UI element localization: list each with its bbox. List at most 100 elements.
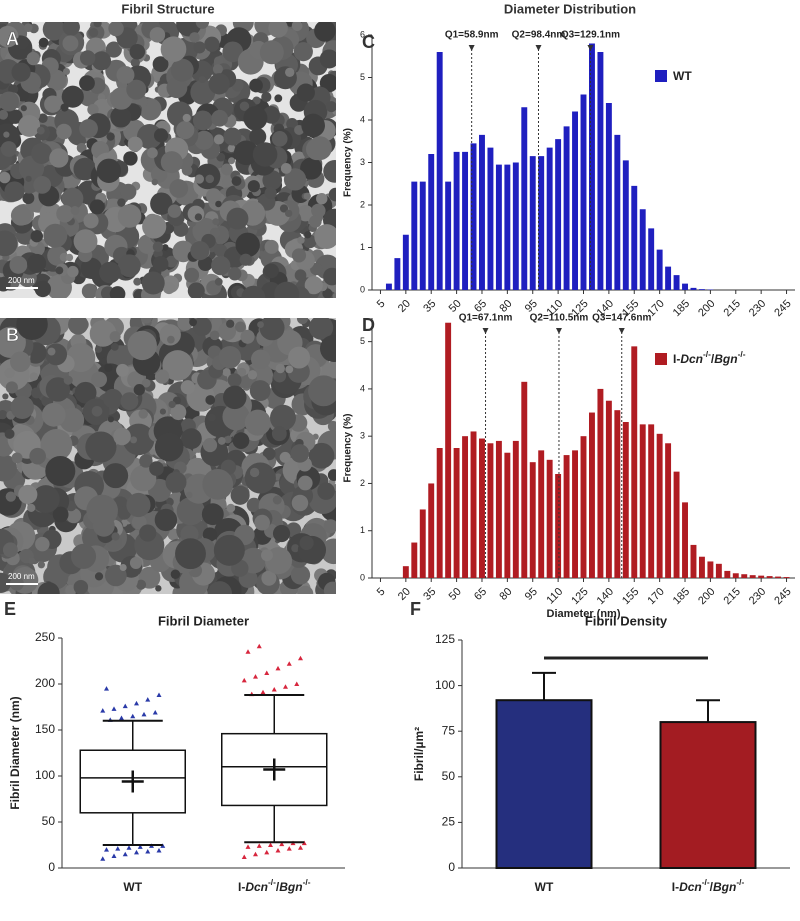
fibril — [261, 91, 272, 103]
x-tick-label: 215 — [721, 298, 742, 319]
outlier — [256, 643, 262, 649]
fibril — [168, 400, 176, 409]
fibril — [274, 94, 283, 103]
bar — [597, 52, 604, 290]
fibril — [127, 371, 144, 388]
fibril — [189, 32, 200, 43]
fibril — [301, 113, 325, 138]
bar — [546, 147, 553, 290]
fibril — [316, 192, 328, 205]
fibril — [81, 283, 98, 298]
legend-label: WT — [673, 69, 692, 83]
chart-title: Fibril Diameter — [158, 613, 249, 628]
outlier — [283, 684, 288, 689]
fibril — [262, 447, 276, 461]
fibril — [269, 404, 296, 431]
outlier — [268, 842, 273, 847]
fibril — [96, 158, 122, 183]
fibril — [52, 506, 69, 523]
fibril — [149, 461, 164, 476]
x-tick-label: 185 — [671, 298, 692, 319]
fibril — [45, 343, 68, 366]
outlier — [294, 681, 300, 686]
fibril — [211, 109, 229, 127]
outlier — [264, 849, 270, 855]
fibril — [27, 503, 36, 512]
bar — [445, 322, 452, 578]
fibril — [56, 204, 74, 223]
fibril — [246, 497, 262, 513]
fibril — [40, 428, 73, 461]
outlier — [275, 665, 281, 671]
fibril — [106, 132, 115, 141]
fibril — [11, 452, 23, 464]
bar — [758, 575, 765, 578]
fibril — [198, 75, 206, 84]
outlier — [141, 711, 147, 717]
fibril — [212, 218, 220, 226]
fibril — [167, 204, 182, 218]
bar — [715, 563, 722, 578]
bar — [529, 462, 536, 578]
fibril — [226, 319, 235, 328]
bar — [665, 443, 672, 578]
fibril — [165, 255, 178, 268]
bar — [402, 234, 409, 290]
fibril — [189, 318, 197, 327]
fibril — [227, 373, 242, 388]
fibril — [166, 77, 188, 99]
y-axis-title: Frequency (%) — [343, 414, 354, 483]
bar — [419, 509, 426, 578]
fibril — [202, 527, 218, 542]
fibril — [47, 347, 56, 356]
fibril — [250, 349, 271, 370]
fibril — [109, 286, 126, 298]
bar — [622, 422, 629, 578]
micrograph — [0, 22, 336, 298]
bar — [580, 436, 587, 578]
outlier — [145, 848, 151, 854]
y-tick-label: 25 — [442, 815, 456, 829]
y-tick-label: 5 — [360, 336, 365, 346]
panel-label: D — [362, 315, 375, 335]
fibril — [297, 475, 313, 491]
fibril — [279, 451, 291, 463]
bar — [504, 164, 511, 290]
fibril — [261, 570, 277, 586]
fibril — [41, 402, 66, 427]
outlier — [279, 841, 285, 847]
bar — [479, 438, 485, 578]
y-tick-label: 3 — [360, 157, 365, 167]
fibril — [60, 103, 69, 112]
bar — [419, 181, 426, 290]
fibril — [151, 178, 159, 186]
bar — [724, 570, 731, 578]
fibril — [122, 423, 155, 456]
fibril — [213, 534, 245, 566]
fibril — [61, 85, 84, 108]
x-tick-label: 125 — [569, 586, 590, 607]
fibril — [272, 495, 282, 505]
fibril — [27, 253, 47, 273]
fibril — [304, 231, 312, 239]
fibril — [5, 381, 18, 394]
bar — [428, 483, 435, 578]
x-tick-label: 200 — [696, 298, 717, 319]
fibril — [214, 243, 228, 257]
fibril — [105, 41, 122, 58]
x-tick-label: 5 — [375, 586, 388, 599]
box — [221, 732, 328, 807]
fibril — [62, 22, 80, 36]
y-tick-label: 2 — [360, 199, 365, 209]
fibril — [259, 40, 284, 65]
fibril — [319, 334, 336, 363]
fibril — [3, 131, 10, 138]
bar — [698, 289, 705, 290]
fibril — [139, 524, 157, 542]
fibril — [239, 253, 252, 266]
fibril — [205, 395, 216, 405]
bar — [656, 249, 663, 290]
bar — [605, 103, 612, 290]
fibril — [65, 253, 74, 262]
bar — [411, 181, 418, 290]
